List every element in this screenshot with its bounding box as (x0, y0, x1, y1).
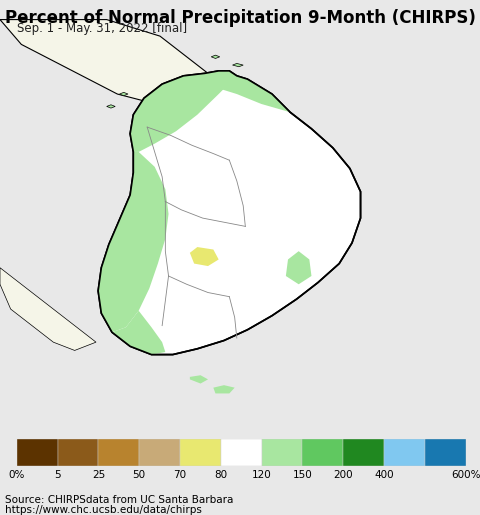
Text: 150: 150 (292, 470, 312, 479)
Polygon shape (112, 311, 165, 354)
Polygon shape (286, 251, 312, 284)
Text: Percent of Normal Precipitation 9-Month (CHIRPS): Percent of Normal Precipitation 9-Month … (5, 9, 476, 27)
Bar (425, 439, 466, 466)
Polygon shape (183, 71, 290, 112)
Bar (17, 439, 58, 466)
Text: 80: 80 (214, 470, 228, 479)
Text: 120: 120 (252, 470, 272, 479)
Text: 70: 70 (173, 470, 187, 479)
Polygon shape (130, 71, 237, 152)
Text: Sep. 1 - May. 31, 2022 [final]: Sep. 1 - May. 31, 2022 [final] (17, 22, 187, 35)
Text: https://www.chc.ucsb.edu/data/chirps: https://www.chc.ucsb.edu/data/chirps (5, 505, 202, 514)
Text: 400: 400 (374, 470, 394, 479)
Bar (262, 439, 302, 466)
Polygon shape (232, 63, 243, 67)
Polygon shape (213, 385, 235, 393)
Polygon shape (190, 375, 208, 384)
Polygon shape (190, 247, 219, 266)
Polygon shape (107, 105, 115, 108)
Bar (98, 439, 139, 466)
Polygon shape (0, 20, 213, 102)
Bar (221, 439, 262, 466)
Text: 50: 50 (132, 470, 146, 479)
Text: 5: 5 (54, 470, 61, 479)
Text: 0%: 0% (9, 470, 25, 479)
Bar (384, 439, 425, 466)
Bar (139, 439, 180, 466)
Bar (302, 439, 343, 466)
Bar (343, 439, 384, 466)
Bar (58, 439, 98, 466)
Polygon shape (98, 71, 360, 354)
Text: 600%: 600% (451, 470, 480, 479)
Text: Source: CHIRPSdata from UC Santa Barbara: Source: CHIRPSdata from UC Santa Barbara (5, 495, 233, 505)
Text: 25: 25 (92, 470, 105, 479)
Polygon shape (211, 55, 220, 59)
Text: 200: 200 (334, 470, 353, 479)
Polygon shape (0, 268, 96, 350)
Bar (180, 439, 221, 466)
Polygon shape (98, 152, 168, 332)
Polygon shape (120, 92, 128, 96)
